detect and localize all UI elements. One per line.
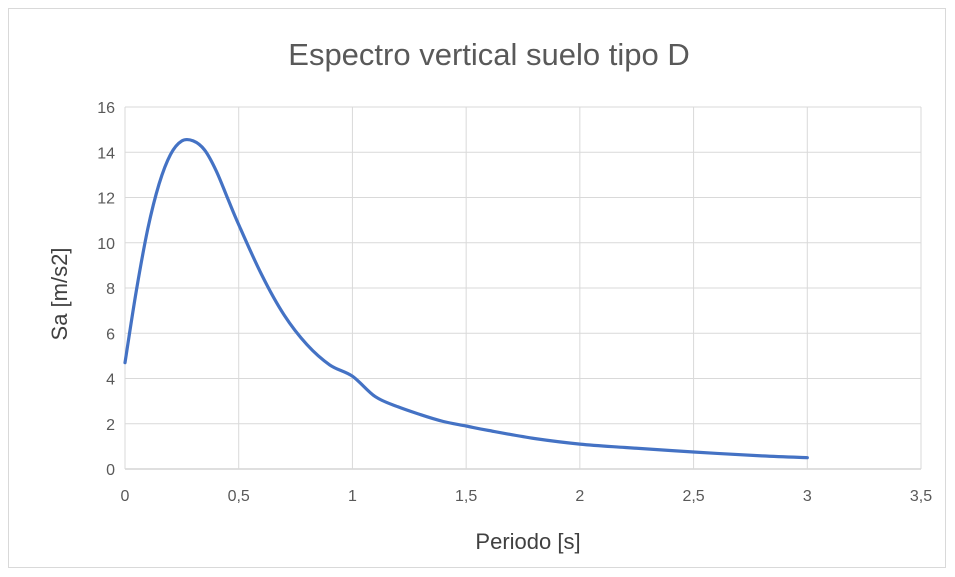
y-tick-label: 2 <box>106 417 115 434</box>
y-tick-label: 0 <box>106 462 115 479</box>
series-layer <box>123 137 809 460</box>
series-line <box>123 137 809 460</box>
x-tick-label: 2,5 <box>682 488 704 505</box>
data-point <box>214 168 218 172</box>
y-axis-label: Sa [m/s2] <box>47 248 72 341</box>
data-point <box>623 446 627 450</box>
x-tick-label: 1,5 <box>455 488 477 505</box>
chart-svg: Espectro vertical suelo tipo D 024681012… <box>47 37 932 554</box>
data-point <box>203 148 207 152</box>
x-tick-label: 1 <box>348 488 357 505</box>
x-tick-label: 2 <box>575 488 584 505</box>
data-point <box>464 424 468 428</box>
data-point <box>441 419 445 423</box>
y-tick-label: 4 <box>106 372 115 389</box>
data-point <box>180 139 184 143</box>
data-point <box>259 272 263 276</box>
data-point <box>305 343 309 347</box>
grid <box>124 106 922 470</box>
tick-labels: 0 2 4 6 8 10 12 14 16 0 0,5 1 1,5 2 2,5 3 3,5 <box>97 100 932 505</box>
data-point <box>487 429 491 433</box>
data-point <box>123 361 127 365</box>
data-point <box>532 436 536 440</box>
x-tick-label: 3 <box>803 488 812 505</box>
data-point <box>328 363 332 367</box>
y-tick-label: 8 <box>106 281 115 298</box>
data-point <box>134 288 138 292</box>
data-point <box>146 227 150 231</box>
y-tick-label: 6 <box>106 326 115 343</box>
data-point <box>373 395 377 399</box>
y-tick-label: 12 <box>97 191 115 208</box>
x-tick-label: 0,5 <box>228 488 250 505</box>
chart-title: Espectro vertical suelo tipo D <box>288 37 689 72</box>
x-tick-label: 3,5 <box>910 488 932 505</box>
data-point <box>225 196 229 200</box>
data-point <box>760 454 764 458</box>
data-point <box>157 182 161 186</box>
data-point <box>692 450 696 454</box>
data-point <box>396 405 400 409</box>
x-tick-label: 0 <box>121 488 130 505</box>
y-tick-label: 16 <box>97 100 115 117</box>
y-tick-label: 10 <box>97 236 115 253</box>
y-tick-label: 14 <box>97 145 115 162</box>
data-point <box>419 413 423 417</box>
data-point <box>237 223 241 227</box>
data-point <box>578 442 582 446</box>
x-axis-label: Periodo [s] <box>475 529 580 554</box>
chart-area: Espectro vertical suelo tipo D 0 2 4 6 8 10 12… <box>8 8 946 568</box>
data-point <box>350 374 354 378</box>
data-point <box>191 139 195 143</box>
data-point <box>805 456 809 460</box>
data-point <box>168 153 172 157</box>
data-point <box>282 313 286 317</box>
